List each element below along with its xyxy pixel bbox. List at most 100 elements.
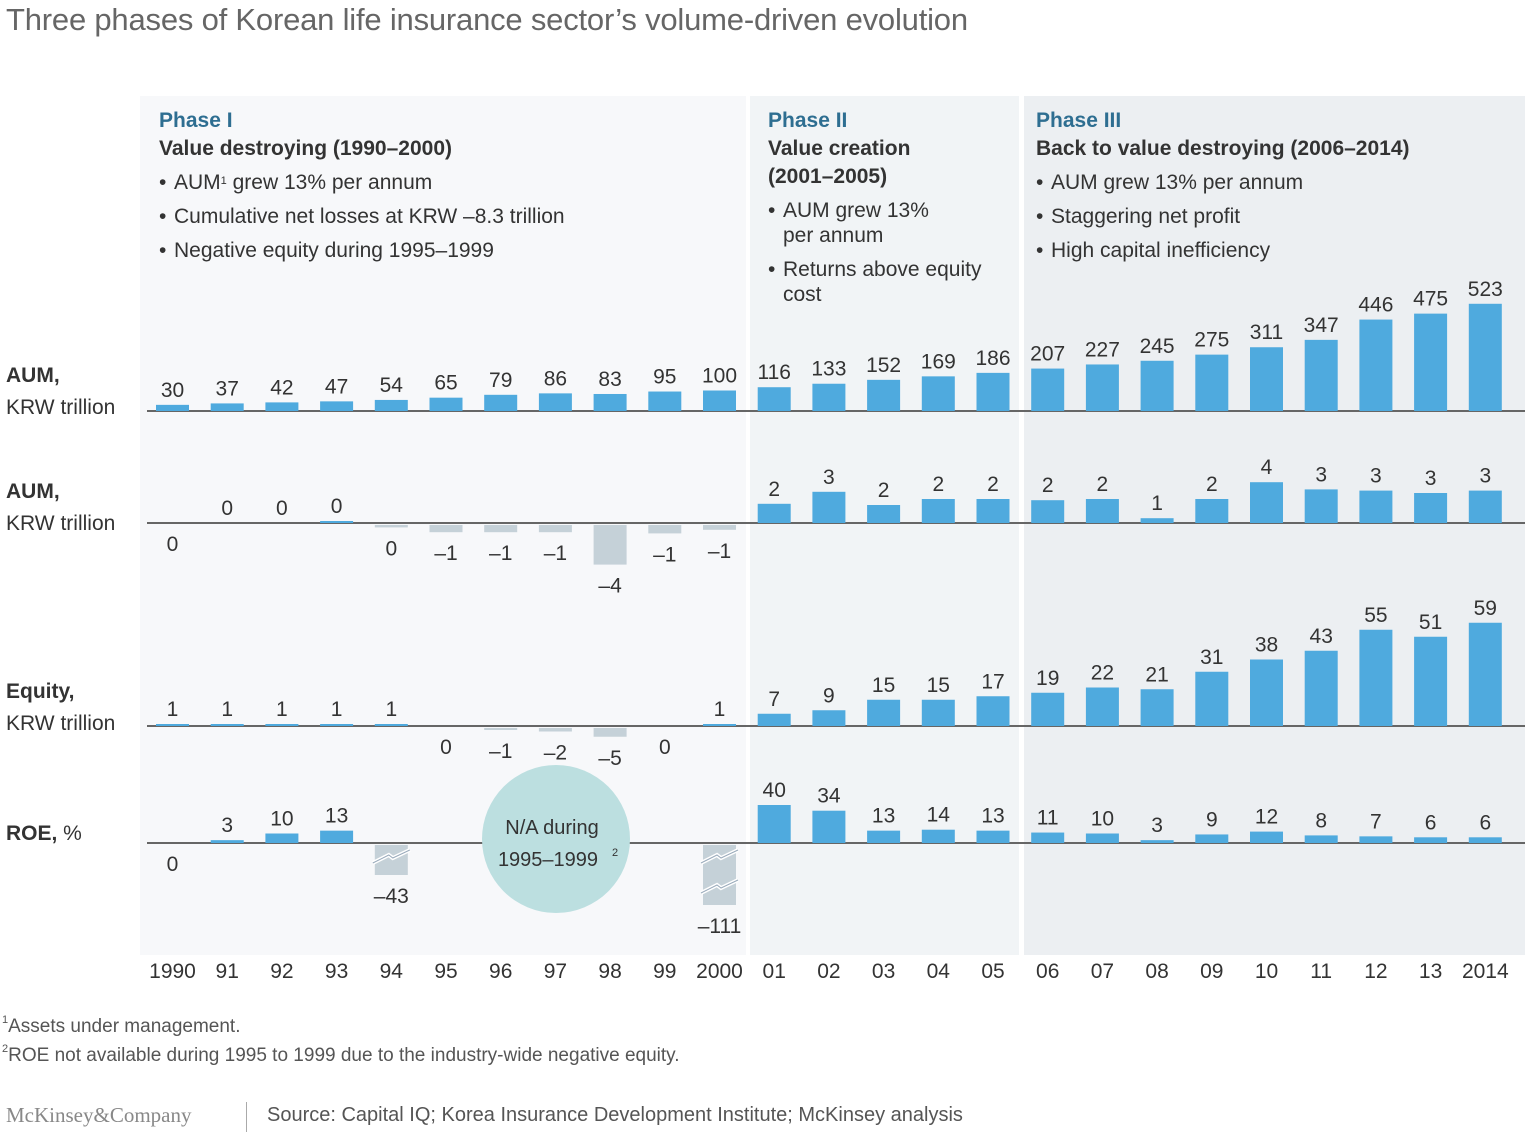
data-label: 55 xyxy=(1364,604,1387,627)
bar xyxy=(1195,834,1229,843)
phase-1-bullet: Cumulative net losses at KRW –8.3 trilli… xyxy=(159,203,565,231)
bar xyxy=(1140,840,1174,843)
source-note: Source: Capital IQ; Korea Insurance Deve… xyxy=(267,1104,963,1126)
bullet-text: grew 13% per annum xyxy=(226,171,433,194)
bar xyxy=(812,383,846,411)
data-label: 0 xyxy=(331,495,343,518)
x-tick-label: 2000 xyxy=(696,960,743,983)
bar xyxy=(1359,836,1393,843)
phase-2-bullet: AUM grew 13% per annum xyxy=(768,197,981,250)
bar xyxy=(210,724,244,726)
data-label: 6 xyxy=(1425,811,1437,834)
bar xyxy=(1414,313,1448,411)
bar xyxy=(1031,692,1065,726)
x-tick-label: 93 xyxy=(325,960,348,983)
data-label: –1 xyxy=(708,540,731,563)
data-label: 0 xyxy=(167,533,179,556)
bar xyxy=(374,525,408,528)
data-label: 54 xyxy=(380,374,404,397)
data-label: 2 xyxy=(1097,473,1109,496)
data-label: 13 xyxy=(872,805,895,828)
x-tick-label: 12 xyxy=(1364,960,1387,983)
bar xyxy=(320,521,354,523)
data-label: 152 xyxy=(866,354,901,377)
data-label: 79 xyxy=(489,369,512,392)
data-label: 13 xyxy=(981,805,1004,828)
bar xyxy=(921,699,955,726)
data-label: 3 xyxy=(823,466,835,489)
bar xyxy=(867,830,901,843)
x-tick-label: 98 xyxy=(598,960,621,983)
bar xyxy=(429,397,463,411)
phase-2-header: Phase II Value creation (2001–2005) AUM … xyxy=(768,107,981,309)
bar xyxy=(1468,490,1502,523)
data-label: 7 xyxy=(768,688,780,711)
data-label: 275 xyxy=(1194,329,1229,352)
x-tick-label: 97 xyxy=(544,960,567,983)
bar xyxy=(757,805,791,843)
data-label: 1 xyxy=(385,698,397,721)
na-bubble-text: N/A during xyxy=(505,817,598,839)
footnote-marker: 2 xyxy=(612,847,618,859)
bar xyxy=(1468,303,1502,411)
data-label: 227 xyxy=(1085,338,1120,361)
bullet-text: Returns above equity xyxy=(783,258,982,281)
data-label: –1 xyxy=(489,542,512,565)
data-label: 38 xyxy=(1255,634,1278,657)
bar xyxy=(648,525,682,534)
chart-title: Three phases of Korean life insurance se… xyxy=(6,2,968,37)
bar xyxy=(374,724,408,726)
row-label-equity: Equity, KRW trillion xyxy=(6,676,115,740)
data-label: 3 xyxy=(1370,465,1382,488)
bar xyxy=(1195,354,1229,411)
axis-break xyxy=(700,879,739,894)
bar xyxy=(374,399,408,411)
phase-3-bullet: High capital inefficiency xyxy=(1036,237,1410,265)
bar xyxy=(1085,833,1119,843)
bar xyxy=(320,401,354,411)
row-label-unit: KRW trillion xyxy=(6,396,116,419)
x-tick-label: 2014 xyxy=(1462,960,1509,983)
bar xyxy=(757,503,791,523)
bar xyxy=(867,699,901,726)
phase-3-subtitle: Back to value destroying (2006–2014) xyxy=(1036,137,1410,160)
bar xyxy=(1140,360,1174,411)
phase-3-bullet: AUM grew 13% per annum xyxy=(1036,169,1410,197)
bar xyxy=(1085,687,1119,726)
phase-1-bullet: AUM1 grew 13% per annum xyxy=(159,169,565,197)
bar xyxy=(812,810,846,843)
data-label: 83 xyxy=(598,368,621,391)
data-label: 347 xyxy=(1304,314,1339,337)
bar xyxy=(484,525,518,533)
bar xyxy=(1359,629,1393,726)
bar xyxy=(1414,493,1448,523)
bar xyxy=(1414,636,1448,726)
row-label-unit: KRW trillion xyxy=(6,512,116,535)
row-label-bold: AUM, xyxy=(6,364,60,387)
data-label: 2 xyxy=(987,473,999,496)
data-label: 245 xyxy=(1140,335,1175,358)
data-label: 40 xyxy=(763,779,786,802)
footnote-2: 2ROE not available during 1995 to 1999 d… xyxy=(2,1043,680,1067)
brand-logo: McKinsey&Company xyxy=(6,1103,192,1127)
bar xyxy=(921,499,955,523)
data-label: 3 xyxy=(1425,467,1437,490)
x-tick-label: 99 xyxy=(653,960,676,983)
bar xyxy=(867,379,901,411)
row-label-bold: Equity, xyxy=(6,680,75,703)
bar xyxy=(593,393,627,411)
x-tick-label: 02 xyxy=(817,960,840,983)
bar xyxy=(921,376,955,411)
data-label: 446 xyxy=(1358,294,1393,317)
bar xyxy=(1250,482,1283,523)
data-label: 0 xyxy=(167,853,179,876)
x-tick-label: 1990 xyxy=(149,960,196,983)
bar xyxy=(1031,832,1065,843)
bar xyxy=(1195,671,1229,726)
bar xyxy=(1304,489,1338,523)
bar xyxy=(1031,500,1065,523)
phase-3-bullet: Staggering net profit xyxy=(1036,203,1410,231)
x-tick-label: 91 xyxy=(216,960,239,983)
bar xyxy=(210,403,244,411)
bar xyxy=(1250,659,1283,726)
